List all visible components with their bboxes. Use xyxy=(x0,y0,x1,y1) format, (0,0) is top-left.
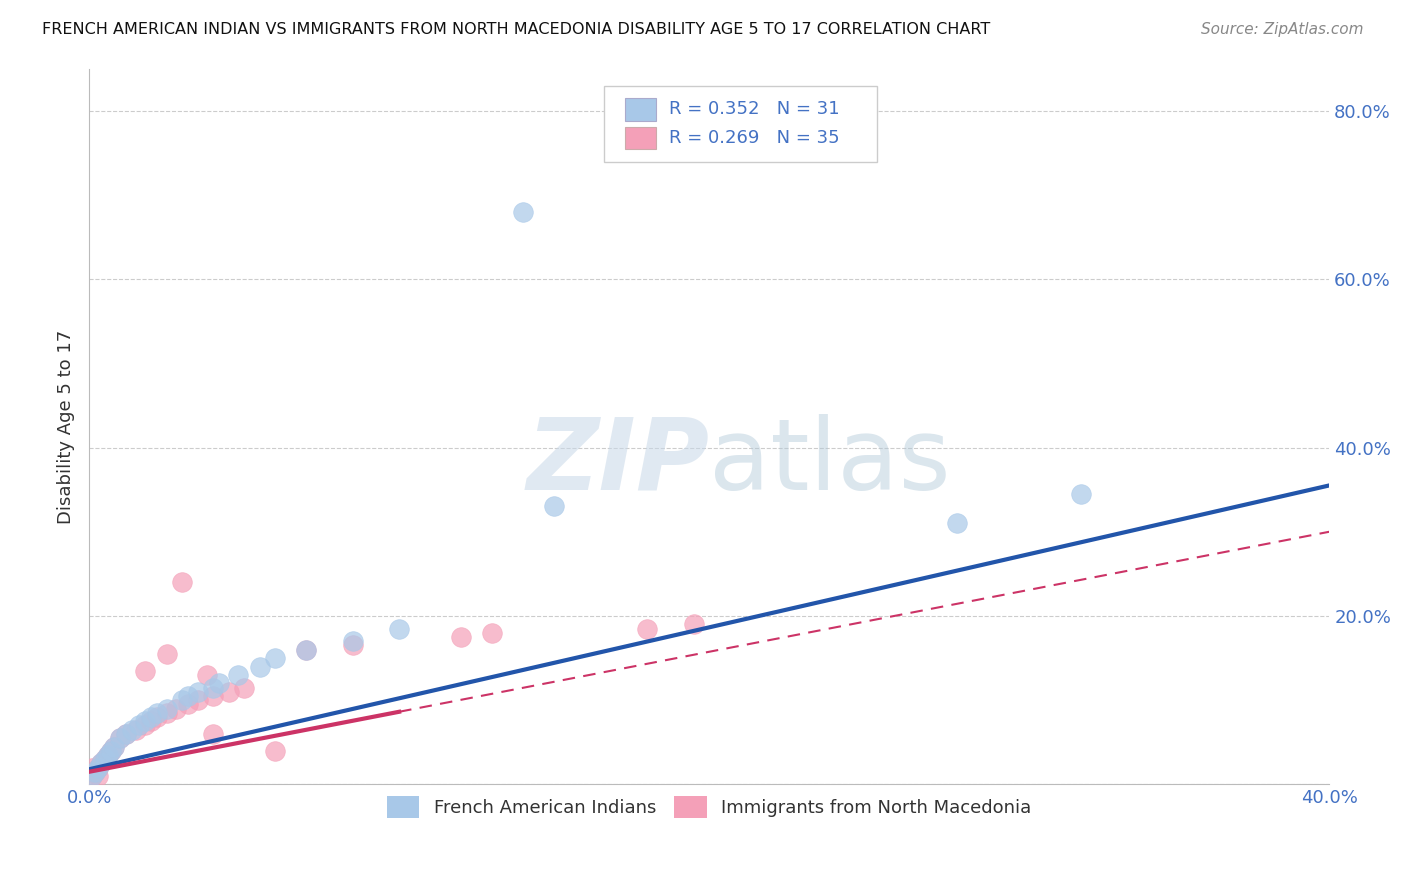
Point xyxy=(264,744,287,758)
Point xyxy=(121,723,143,737)
Point xyxy=(295,642,318,657)
Point xyxy=(155,706,177,720)
Point xyxy=(93,752,115,766)
Point xyxy=(100,744,122,758)
Point xyxy=(103,739,125,754)
Point xyxy=(342,639,364,653)
Text: atlas: atlas xyxy=(709,414,950,511)
Point xyxy=(172,693,194,707)
Text: R = 0.352   N = 31: R = 0.352 N = 31 xyxy=(669,100,841,119)
Point xyxy=(388,622,411,636)
Text: Source: ZipAtlas.com: Source: ZipAtlas.com xyxy=(1201,22,1364,37)
Point xyxy=(115,727,138,741)
Point xyxy=(128,718,150,732)
FancyBboxPatch shape xyxy=(624,127,655,150)
Point xyxy=(124,723,146,737)
Point xyxy=(146,706,169,720)
Point xyxy=(512,204,534,219)
Point xyxy=(177,698,200,712)
Legend: French American Indians, Immigrants from North Macedonia: French American Indians, Immigrants from… xyxy=(380,789,1039,825)
Point xyxy=(82,761,104,775)
Point xyxy=(187,685,209,699)
Point xyxy=(177,689,200,703)
Point xyxy=(90,756,112,771)
Point xyxy=(172,575,194,590)
Point xyxy=(139,710,162,724)
Text: R = 0.269   N = 35: R = 0.269 N = 35 xyxy=(669,129,841,147)
Point xyxy=(946,516,969,531)
Point xyxy=(636,622,658,636)
Point xyxy=(249,659,271,673)
Point xyxy=(233,681,256,695)
Point xyxy=(87,769,110,783)
Point xyxy=(108,731,131,745)
Point xyxy=(103,739,125,754)
Point xyxy=(108,731,131,745)
Point xyxy=(97,747,120,762)
Point xyxy=(115,727,138,741)
Point xyxy=(218,685,240,699)
Point xyxy=(1070,487,1092,501)
Point xyxy=(134,664,156,678)
Text: ZIP: ZIP xyxy=(526,414,709,511)
Point xyxy=(84,764,107,779)
Point xyxy=(187,693,209,707)
Point xyxy=(226,668,249,682)
Point xyxy=(82,769,104,783)
Point xyxy=(90,756,112,771)
Point xyxy=(165,701,187,715)
Point xyxy=(155,647,177,661)
Point xyxy=(146,710,169,724)
Y-axis label: Disability Age 5 to 17: Disability Age 5 to 17 xyxy=(58,329,75,524)
Point xyxy=(450,630,472,644)
Point xyxy=(93,752,115,766)
Point xyxy=(208,676,231,690)
FancyBboxPatch shape xyxy=(603,87,876,161)
Point xyxy=(543,500,565,514)
Point xyxy=(82,769,104,783)
Point xyxy=(202,727,225,741)
Point xyxy=(481,625,503,640)
Point xyxy=(97,747,120,762)
Text: FRENCH AMERICAN INDIAN VS IMMIGRANTS FROM NORTH MACEDONIA DISABILITY AGE 5 TO 17: FRENCH AMERICAN INDIAN VS IMMIGRANTS FRO… xyxy=(42,22,990,37)
Point xyxy=(87,761,110,775)
FancyBboxPatch shape xyxy=(624,98,655,120)
Point xyxy=(202,689,225,703)
Point xyxy=(342,634,364,648)
Point xyxy=(155,701,177,715)
Point xyxy=(139,714,162,729)
Point xyxy=(682,617,704,632)
Point xyxy=(264,651,287,665)
Point xyxy=(100,744,122,758)
Point xyxy=(202,681,225,695)
Point xyxy=(134,714,156,729)
Point xyxy=(84,764,107,779)
Point xyxy=(134,718,156,732)
Point xyxy=(195,668,218,682)
Point xyxy=(295,642,318,657)
Point xyxy=(87,761,110,775)
